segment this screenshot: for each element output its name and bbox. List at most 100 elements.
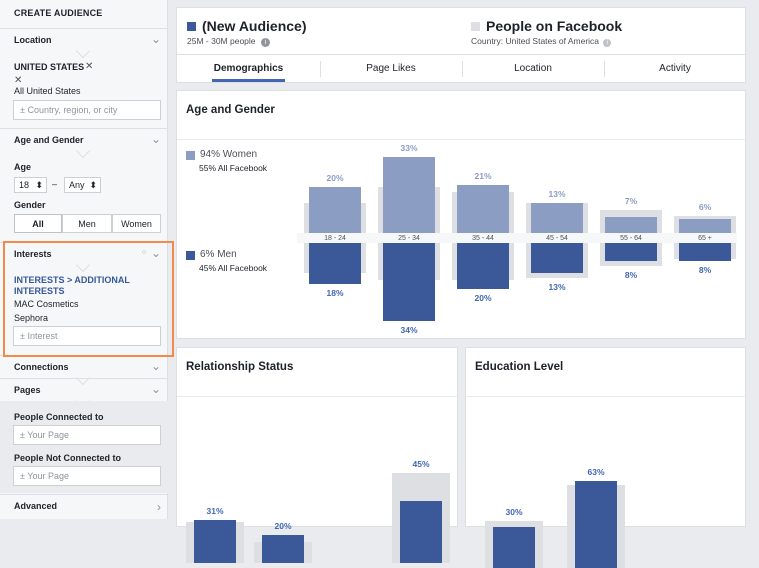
interests-highlight <box>3 241 174 357</box>
location-label: Location <box>14 35 52 45</box>
gender-all-button[interactable]: All <box>14 214 62 233</box>
pages-section-header[interactable]: Pages ⌄ <box>0 378 168 409</box>
card-title: Relationship Status <box>186 361 294 373</box>
value-pct-label: 63% <box>587 467 605 478</box>
age-category-label: 45 - 54 <box>546 235 568 242</box>
tab-location[interactable]: Location <box>514 63 552 74</box>
age-label: Age <box>14 162 32 172</box>
women-pct-label: 6% <box>698 201 712 212</box>
tab-bar: Demographics Page Likes Location Activit… <box>176 54 746 83</box>
plus-icon: ± <box>20 471 25 481</box>
women-bar <box>531 203 583 233</box>
tab-page-likes[interactable]: Page Likes <box>366 63 416 74</box>
audience-size: 25M - 30M people i <box>187 36 270 47</box>
age-category-label: 18 - 24 <box>324 235 346 242</box>
men-legend: 6% Men <box>200 249 237 260</box>
women-bar <box>383 157 435 233</box>
gender-men-button[interactable]: Men <box>62 214 112 233</box>
plus-icon: ± <box>20 331 25 341</box>
chevron-down-icon: ⌄ <box>150 246 161 260</box>
audience-header: (New Audience) 25M - 30M people i People… <box>176 7 746 55</box>
chevron-down-icon: ⌄ <box>150 32 161 46</box>
relationship-status-card: Relationship Status 31% 20% 45% <box>176 347 458 563</box>
chevron-down-icon: ⌄ <box>150 382 161 396</box>
card-title: Education Level <box>475 361 564 373</box>
info-icon[interactable]: i <box>260 38 270 47</box>
age-gender-label: Age and Gender <box>14 135 84 145</box>
gender-women-button[interactable]: Women <box>112 214 161 233</box>
section-notch <box>75 43 91 59</box>
value-bar <box>400 500 442 563</box>
not-connected-page-placeholder: Your Page <box>27 471 70 481</box>
plus-icon: ± <box>20 430 25 440</box>
age-from-select[interactable]: 18 ⬍ <box>14 177 47 193</box>
audience-swatch <box>187 22 196 31</box>
interest-search-input[interactable]: ± Interest <box>13 326 161 346</box>
age-gender-section-header[interactable]: Age and Gender ⌄ <box>0 128 168 159</box>
interest-category-path: INTERESTS > ADDITIONAL INTERESTS <box>14 275 130 296</box>
men-bar <box>383 243 435 322</box>
audience-size-value: 25M - 30M people <box>187 36 256 46</box>
age-category-label: 65 + <box>698 235 712 242</box>
women-bar <box>679 219 731 233</box>
people-not-connected-label: People Not Connected to <box>14 453 122 463</box>
location-section-header[interactable]: Location ⌄ <box>0 28 168 59</box>
select-arrows-icon: ⬍ <box>89 180 97 190</box>
select-arrows-icon: ⬍ <box>35 180 43 190</box>
remove-location-icon[interactable]: ✕ <box>14 75 23 86</box>
age-dash: – <box>52 179 58 189</box>
audience-title: (New Audience) <box>202 18 307 34</box>
card-divider <box>177 396 457 397</box>
interest-item[interactable]: Sephora <box>14 313 49 323</box>
value-pct-label: 20% <box>274 521 292 532</box>
advanced-section-header[interactable]: Advanced › <box>0 494 168 516</box>
age-category-label: 25 - 34 <box>398 235 420 242</box>
men-bar <box>309 243 361 285</box>
women-pct-label: 20% <box>326 173 344 183</box>
age-from-value: 18 <box>19 180 30 190</box>
value-bar <box>493 526 535 568</box>
age-to-select[interactable]: Any ⬍ <box>64 177 101 193</box>
location-country: UNITED STATES <box>14 62 85 72</box>
connections-label: Connections <box>14 362 69 372</box>
card-title: Age and Gender <box>186 104 275 116</box>
interest-placeholder: Interest <box>27 331 58 341</box>
pages-label: Pages <box>14 385 41 395</box>
info-icon[interactable]: i <box>603 39 612 47</box>
tab-divider <box>462 61 463 77</box>
location-search-input[interactable]: ± Country, region, or city <box>13 100 161 120</box>
women-bar <box>457 184 509 233</box>
interests-label: Interests <box>14 249 52 259</box>
compare-sub: Country: United States of America i <box>471 36 612 47</box>
value-bar <box>575 481 617 568</box>
interest-item[interactable]: MAC Cosmetics <box>14 299 79 309</box>
compare-swatch <box>471 22 480 31</box>
compare-title: People on Facebook <box>486 18 623 34</box>
men-pct-label: 18% <box>326 288 344 299</box>
connected-page-input[interactable]: ± Your Page <box>13 425 161 445</box>
tab-activity[interactable]: Activity <box>659 63 691 74</box>
people-connected-label: People Connected to <box>14 412 104 422</box>
value-bar <box>194 520 236 563</box>
not-connected-page-input[interactable]: ± Your Page <box>13 466 161 486</box>
tab-demographics[interactable]: Demographics <box>213 63 284 74</box>
women-all-facebook: 55% All Facebook <box>199 163 268 173</box>
men-pct-label: 34% <box>400 325 418 336</box>
card-divider <box>466 396 745 397</box>
education-level-card: Education Level 30% 63% <box>465 347 746 568</box>
value-pct-label: 45% <box>412 459 430 470</box>
value-pct-label: 30% <box>505 507 523 518</box>
men-swatch <box>186 251 195 260</box>
age-gender-card: Age and Gender 94% Women 55% All Faceboo… <box>176 90 746 339</box>
connections-section-header[interactable]: Connections ⌄ <box>0 355 168 386</box>
tab-divider <box>320 61 321 77</box>
age-to-value: Any <box>69 180 85 190</box>
location-all-label: All United States <box>14 86 81 96</box>
remove-country-icon[interactable]: ✕ <box>85 61 94 72</box>
men-pct-label: 8% <box>698 265 712 276</box>
gender-label: Gender <box>14 200 46 210</box>
connected-page-placeholder: Your Page <box>27 430 70 440</box>
men-pct-label: 8% <box>624 270 638 280</box>
section-notch <box>75 143 91 159</box>
chevron-down-icon: ⌄ <box>150 132 161 146</box>
